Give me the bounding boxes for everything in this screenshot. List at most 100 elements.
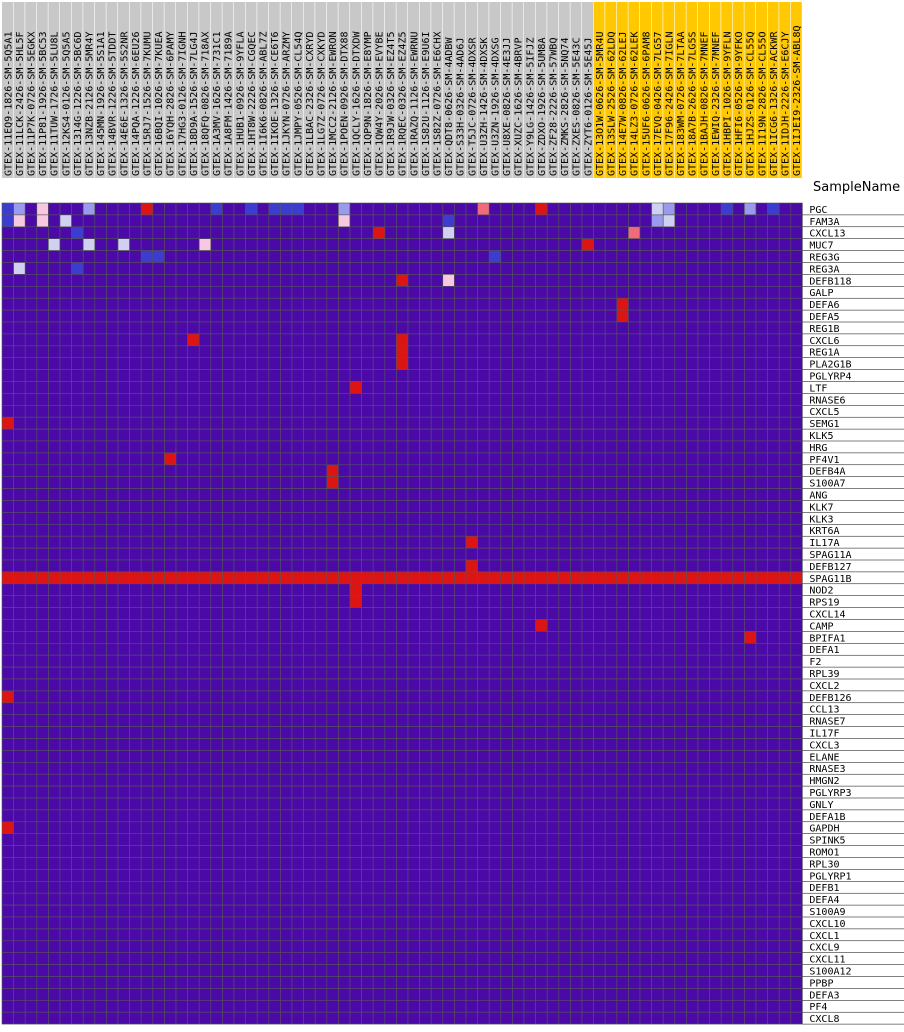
heatmap-cell bbox=[581, 297, 594, 311]
heatmap-cell bbox=[419, 393, 432, 406]
heatmap-cell bbox=[268, 785, 281, 799]
heatmap-cell bbox=[790, 952, 803, 965]
heatmap-cell bbox=[709, 690, 722, 704]
heatmap-cell bbox=[303, 619, 316, 632]
heatmap-cell bbox=[349, 381, 362, 394]
heatmap-cell bbox=[152, 488, 165, 501]
heatmap-cell bbox=[523, 535, 536, 549]
heatmap-cell bbox=[744, 274, 757, 287]
heatmap-cell bbox=[744, 535, 757, 549]
heatmap-cell bbox=[697, 321, 710, 335]
heatmap-cell bbox=[500, 571, 513, 585]
heatmap-cell bbox=[744, 845, 757, 858]
heatmap-cell bbox=[755, 440, 768, 454]
heatmap-cell bbox=[604, 892, 618, 906]
heatmap-cell bbox=[662, 488, 676, 501]
column-header-box bbox=[709, 2, 721, 178]
heatmap-cell bbox=[129, 583, 142, 596]
heatmap-cell bbox=[71, 309, 84, 323]
heatmap-cell bbox=[523, 773, 536, 787]
heatmap-cell bbox=[222, 202, 235, 216]
heatmap-cell bbox=[71, 488, 84, 501]
heatmap-cell bbox=[233, 238, 246, 251]
heatmap-cell bbox=[570, 976, 583, 989]
heatmap-cell bbox=[732, 940, 745, 953]
heatmap-cell bbox=[558, 809, 571, 823]
heatmap-cell bbox=[82, 964, 96, 977]
heatmap-cell bbox=[407, 345, 420, 358]
heatmap-cell bbox=[384, 285, 397, 299]
heatmap-cell bbox=[709, 750, 722, 763]
heatmap-cell bbox=[245, 809, 258, 823]
heatmap-cell bbox=[106, 464, 119, 477]
heatmap-cell bbox=[94, 999, 107, 1013]
heatmap-cell bbox=[1, 297, 14, 311]
heatmap-cell bbox=[454, 309, 467, 323]
heatmap-cell bbox=[396, 238, 409, 251]
heatmap-cell bbox=[697, 345, 710, 358]
heatmap-cell bbox=[175, 654, 188, 668]
heatmap-cell bbox=[338, 761, 351, 775]
heatmap-cell bbox=[709, 726, 722, 739]
heatmap-cell bbox=[372, 357, 386, 370]
heatmap-cell bbox=[256, 250, 270, 263]
heatmap-cell bbox=[210, 428, 223, 442]
heatmap-cell bbox=[558, 523, 571, 537]
heatmap-cell bbox=[755, 393, 768, 406]
heatmap-cell bbox=[697, 571, 710, 585]
heatmap-cell bbox=[732, 297, 745, 311]
heatmap-cell bbox=[442, 726, 455, 739]
heatmap-cell bbox=[48, 952, 61, 965]
heatmap-cell bbox=[152, 500, 165, 513]
heatmap-cell bbox=[465, 535, 478, 549]
heatmap-cell bbox=[48, 285, 61, 299]
heatmap-cell bbox=[256, 833, 270, 846]
heatmap-cell bbox=[129, 357, 142, 370]
heatmap-cell bbox=[477, 297, 490, 311]
heatmap-cell bbox=[129, 428, 142, 442]
heatmap-cell bbox=[465, 381, 478, 394]
heatmap-cell bbox=[709, 595, 722, 608]
heatmap-cell bbox=[523, 964, 536, 977]
heatmap-cell bbox=[604, 583, 618, 596]
heatmap-cell bbox=[697, 988, 710, 1001]
heatmap-cell bbox=[71, 1011, 84, 1025]
heatmap-cell bbox=[59, 571, 72, 585]
heatmap-cell bbox=[13, 500, 26, 513]
column-header-box bbox=[489, 2, 501, 178]
heatmap-cell bbox=[546, 404, 560, 418]
heatmap-cell bbox=[314, 607, 328, 620]
heatmap-cell bbox=[430, 595, 444, 608]
heatmap-cell bbox=[36, 702, 49, 715]
heatmap-cell bbox=[430, 761, 444, 775]
heatmap-cell bbox=[280, 809, 293, 823]
heatmap-cell bbox=[755, 357, 768, 370]
column-label: GTEX-1QCLY-1626-SM-DTXDW bbox=[351, 31, 362, 176]
heatmap-cell bbox=[210, 821, 223, 834]
heatmap-cell bbox=[187, 535, 200, 549]
heatmap-cell bbox=[790, 464, 803, 477]
heatmap-cell bbox=[291, 309, 304, 323]
heatmap-cell bbox=[303, 321, 316, 335]
heatmap-cell bbox=[546, 202, 560, 216]
heatmap-cell bbox=[790, 738, 803, 751]
heatmap-cell bbox=[512, 345, 525, 358]
heatmap-cell bbox=[744, 250, 757, 263]
heatmap-cell bbox=[488, 571, 502, 585]
heatmap-cell bbox=[384, 761, 397, 775]
heatmap-cell bbox=[512, 238, 525, 251]
heatmap-cell bbox=[778, 285, 792, 299]
heatmap-cell bbox=[338, 690, 351, 704]
heatmap-cell bbox=[465, 559, 478, 573]
heatmap-cell bbox=[686, 607, 699, 620]
heatmap-cell bbox=[651, 1011, 664, 1025]
heatmap-cell bbox=[338, 595, 351, 608]
heatmap-cell bbox=[361, 416, 374, 430]
heatmap-cell bbox=[546, 381, 560, 394]
heatmap-cell bbox=[117, 321, 130, 335]
heatmap-cell bbox=[338, 880, 351, 894]
heatmap-cell bbox=[59, 345, 72, 358]
heatmap-cell bbox=[407, 916, 420, 930]
heatmap-cell bbox=[662, 880, 676, 894]
heatmap-cell bbox=[767, 369, 780, 382]
